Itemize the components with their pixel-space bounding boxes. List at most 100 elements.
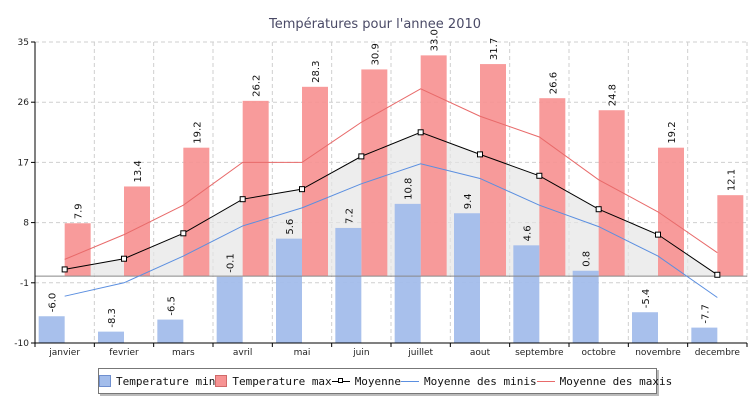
data-label-min: 4.6 (522, 225, 533, 241)
marker-moyenne (299, 186, 305, 193)
bar-temperature-max (124, 186, 150, 277)
bar-temperature-min (454, 213, 480, 343)
data-label-min: 5.6 (285, 219, 296, 235)
bar-temperature-max (717, 195, 744, 277)
x-tick-label: mai (294, 348, 311, 358)
data-label-max: 33.0 (430, 29, 441, 51)
bar-temperature-min (216, 276, 243, 343)
data-label-max: 26.2 (252, 75, 263, 97)
bar-temperature-max (480, 64, 506, 277)
bar-temperature-max (242, 100, 269, 277)
marker-moyenne (536, 172, 543, 179)
data-label-max: 28.3 (311, 61, 322, 83)
data-label-max: 30.9 (370, 43, 381, 65)
bars (38, 55, 744, 343)
y-tick-label: 17 (18, 158, 29, 168)
legend-item-temperature-min: Temperature min (99, 375, 215, 388)
legend-item-moyenne: Moyenne (331, 374, 402, 388)
marker-moyenne (477, 151, 483, 158)
y-tick-label: -10 (14, 339, 29, 349)
x-tick-label: juillet (407, 348, 433, 358)
bar-temperature-max (361, 69, 388, 277)
bar-temperature-max (183, 147, 210, 277)
marker-moyenne (714, 271, 721, 278)
x-tick-label: decembre (695, 348, 741, 358)
bar-temperature-max (420, 55, 447, 277)
data-label-min: 0.8 (582, 251, 593, 267)
x-tick-label: septembre (515, 348, 564, 358)
data-label-min: -8.3 (107, 308, 118, 328)
legend-label: Temperature min (116, 374, 216, 388)
x-tick-label: avril (233, 348, 253, 358)
x-tick-label: novembre (635, 348, 681, 358)
data-labels: 7.9 -6.0 13.4 -8.3 19.2 -6.5 26.2 -0.1 28.3 5.6 30… (48, 29, 738, 328)
marker-moyenne (358, 153, 365, 160)
x-tick-label: janvier (48, 348, 80, 358)
x-tick-label: mars (172, 348, 195, 358)
bar-temperature-min (276, 238, 302, 343)
marker-moyenne (595, 206, 602, 213)
y-tick-label: 8 (23, 219, 29, 229)
bar-temperature-min (572, 270, 599, 343)
data-label-min: -0.1 (226, 253, 237, 273)
series-lines (61, 88, 721, 298)
marker-moyenne (180, 230, 187, 237)
line-moyenne-des-minis (64, 163, 718, 298)
chart-title: Températures pour l'annee 2010 (268, 17, 481, 32)
data-label-min: 9.4 (463, 193, 474, 209)
data-label-max: 19.2 (667, 121, 678, 143)
data-label-max: 31.7 (489, 38, 500, 60)
legend-label: Moyenne des minis (424, 374, 537, 388)
bar-temperature-min (335, 227, 362, 343)
marker-moyenne (121, 255, 127, 262)
legend-swatch-moyenne-maxis (536, 380, 555, 382)
legend-swatch-moyenne (331, 377, 350, 383)
legend-item-temperature-max: Temperature max (215, 374, 332, 388)
bar-temperature-min (632, 312, 658, 343)
legend-swatch-moyenne-minis (401, 380, 420, 382)
data-label-max: 24.8 (608, 84, 619, 106)
marker-moyenne (655, 231, 661, 238)
axes: -10 -1 8 17 26 35 janvier fevrier mars avril mai ju… (14, 38, 748, 358)
data-label-min: -6.5 (166, 296, 177, 316)
bar-temperature-min (38, 316, 65, 343)
line-moyenne-des-maxis (64, 88, 718, 260)
bar-temperature-min (98, 331, 124, 343)
x-tick-label: fevrier (109, 348, 139, 358)
data-label-min: 10.8 (404, 178, 415, 200)
x-tick-label: octobre (582, 348, 617, 358)
data-label-max: 19.2 (192, 121, 203, 143)
data-label-max: 7.9 (74, 203, 85, 219)
data-label-min: -6.0 (48, 293, 59, 313)
marker-moyenne (239, 196, 246, 203)
legend-swatch-max (215, 375, 228, 387)
bar-temperature-min (691, 327, 718, 343)
data-label-max: 26.6 (548, 72, 559, 94)
y-tick-label: 26 (18, 98, 30, 108)
data-label-max: 13.4 (133, 160, 144, 182)
bar-temperature-max (598, 110, 625, 277)
legend-item-moyenne-minis: Moyenne des minis (401, 375, 537, 388)
data-label-max: 12.1 (726, 169, 737, 191)
legend: Temperature min Temperature max Moyenne … (98, 368, 672, 394)
legend-label: Temperature max (232, 374, 332, 388)
data-label-min: 7.2 (344, 208, 355, 224)
y-tick-label: 35 (18, 38, 29, 48)
x-tick-label: aout (470, 348, 491, 358)
legend-swatch-min (99, 375, 111, 387)
data-label-min: -7.7 (700, 304, 711, 324)
marker-moyenne (61, 266, 68, 273)
bar-temperature-max (658, 147, 684, 277)
legend-label: Moyenne (354, 374, 402, 388)
marker-moyenne (417, 129, 424, 136)
data-label-min: -5.4 (641, 289, 652, 309)
bar-temperature-min (513, 245, 540, 343)
bar-temperature-min (157, 319, 184, 343)
y-tick-label: -1 (20, 279, 29, 289)
line-moyenne (64, 131, 718, 276)
legend-label: Moyenne des maxis (559, 374, 673, 388)
bar-temperature-max (539, 98, 566, 277)
x-tick-label: juin (352, 348, 369, 358)
bar-temperature-min (394, 203, 421, 343)
